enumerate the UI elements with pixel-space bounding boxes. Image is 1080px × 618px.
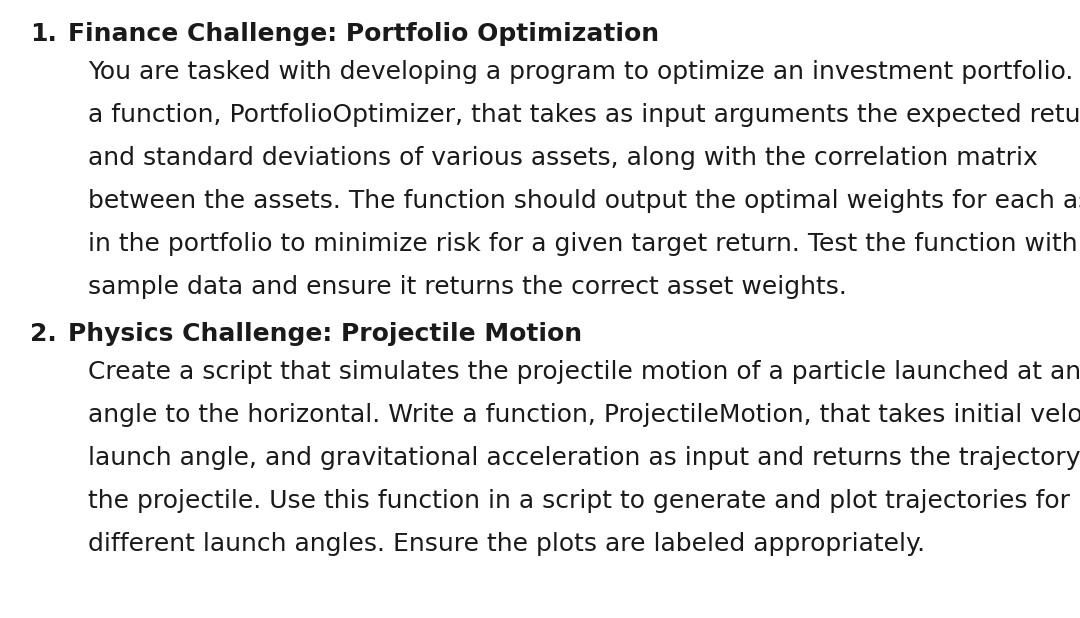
Text: You are tasked with developing a program to optimize an investment portfolio. Wr: You are tasked with developing a program… bbox=[87, 60, 1080, 84]
Text: launch angle, and gravitational acceleration as input and returns the trajectory: launch angle, and gravitational accelera… bbox=[87, 446, 1080, 470]
Text: different launch angles. Ensure the plots are labeled appropriately.: different launch angles. Ensure the plot… bbox=[87, 532, 926, 556]
Text: Create a script that simulates the projectile motion of a particle launched at a: Create a script that simulates the proje… bbox=[87, 360, 1080, 384]
Text: between the assets. The function should output the optimal weights for each asse: between the assets. The function should … bbox=[87, 189, 1080, 213]
Text: sample data and ensure it returns the correct asset weights.: sample data and ensure it returns the co… bbox=[87, 275, 847, 299]
Text: the projectile. Use this function in a script to generate and plot trajectories : the projectile. Use this function in a s… bbox=[87, 489, 1070, 513]
Text: angle to the horizontal. Write a function, ProjectileMotion, that takes initial : angle to the horizontal. Write a functio… bbox=[87, 403, 1080, 427]
Text: a function, PortfolioOptimizer, that takes as input arguments the expected retur: a function, PortfolioOptimizer, that tak… bbox=[87, 103, 1080, 127]
Text: Finance Challenge: Portfolio Optimization: Finance Challenge: Portfolio Optimizatio… bbox=[68, 22, 659, 46]
Text: Physics Challenge: Projectile Motion: Physics Challenge: Projectile Motion bbox=[68, 322, 582, 346]
Text: 1.: 1. bbox=[30, 22, 57, 46]
Text: 2.: 2. bbox=[30, 322, 57, 346]
Text: and standard deviations of various assets, along with the correlation matrix: and standard deviations of various asset… bbox=[87, 146, 1038, 170]
Text: in the portfolio to minimize risk for a given target return. Test the function w: in the portfolio to minimize risk for a … bbox=[87, 232, 1078, 256]
